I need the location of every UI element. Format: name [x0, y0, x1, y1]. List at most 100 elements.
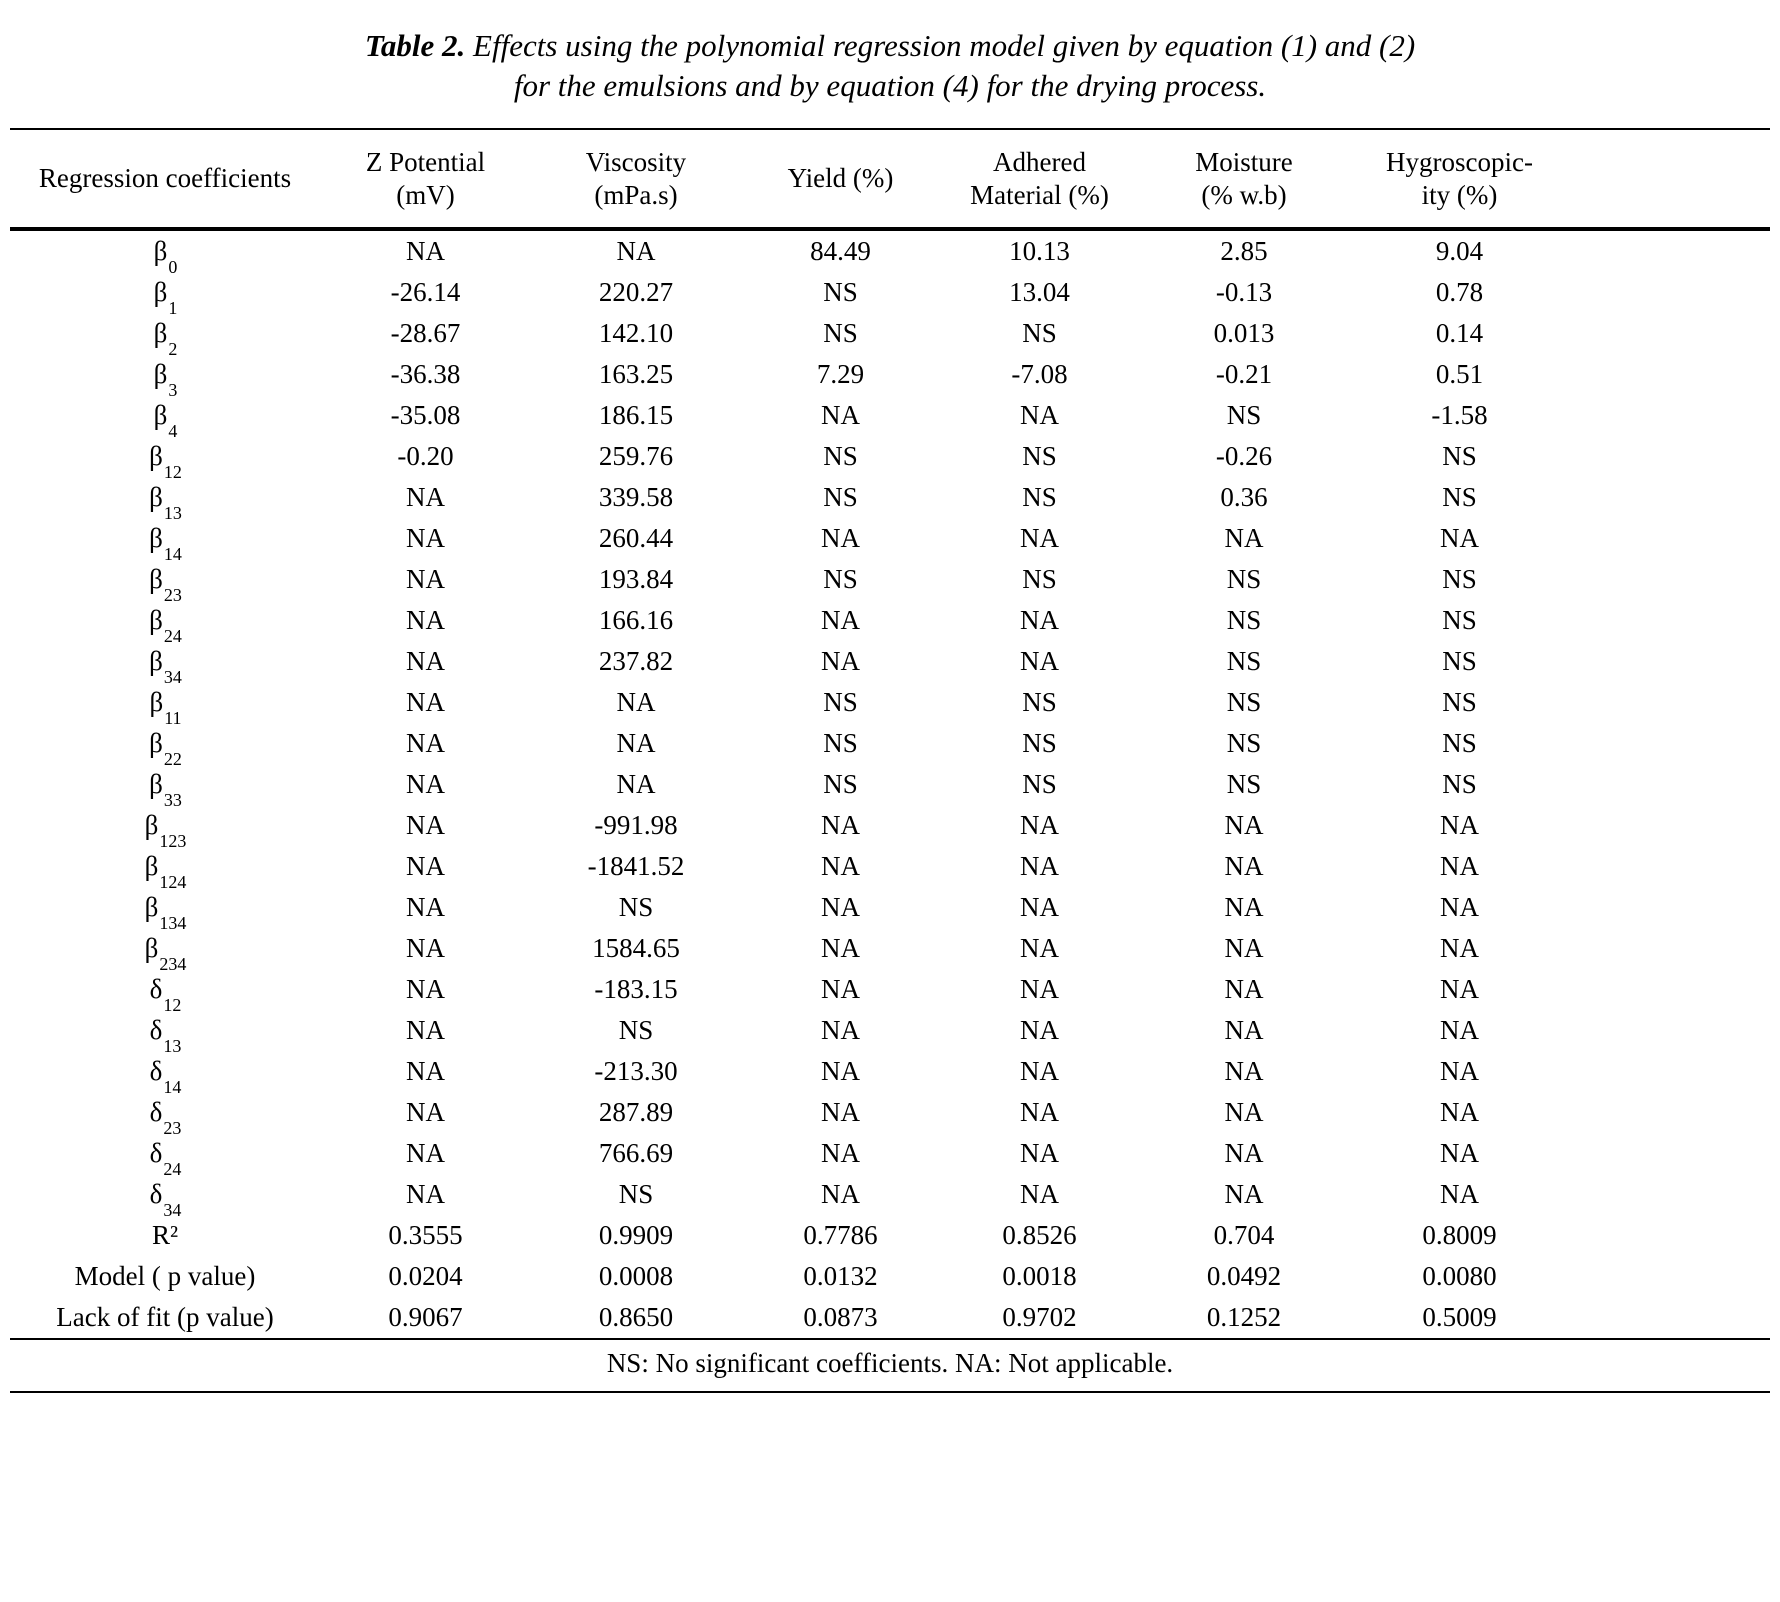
header-spacer-cell	[1570, 129, 1770, 231]
value-cell: 13.04	[1009, 277, 1070, 307]
value-cell: NA	[1224, 1097, 1264, 1127]
value-cell: NA	[1440, 933, 1479, 963]
spacer-cell	[1570, 764, 1770, 805]
coefficient-symbol: δ	[149, 1138, 163, 1168]
coefficient-symbol: Lack of fit (p value)	[56, 1302, 274, 1332]
value-cell: NA	[406, 482, 445, 512]
value-cell: NS	[1226, 687, 1262, 717]
value-cell: NA	[1020, 1015, 1059, 1045]
coefficient-subscript: 134	[159, 912, 187, 933]
column-header: Moisture (% w.b)	[1139, 129, 1349, 231]
value-cell: NA	[821, 974, 860, 1004]
spacer-cell	[1570, 518, 1770, 559]
value-cell: NS	[1442, 646, 1477, 676]
value-cell: 9.04	[1435, 236, 1484, 266]
value-cell: 260.44	[598, 523, 674, 553]
value-cell: NA	[406, 974, 445, 1004]
value-cell: NS	[1022, 441, 1057, 471]
table-row: β3 -36.38 163.25 7.29 -7.08 -0.21 0.51	[10, 354, 1770, 399]
value-cell: NS	[1442, 728, 1477, 758]
value-cell: 0.3555	[388, 1220, 463, 1250]
value-cell: NA	[1440, 851, 1479, 881]
value-cell: NA	[1440, 523, 1479, 553]
value-cell: NA	[1020, 400, 1059, 430]
value-cell: NA	[821, 933, 860, 963]
value-cell: NA	[1020, 605, 1059, 635]
value-cell: NS	[1022, 564, 1057, 594]
value-cell: NA	[1440, 974, 1479, 1004]
value-cell: NS	[1442, 605, 1477, 635]
column-header-text: Viscosity	[585, 146, 687, 177]
value-cell: NS	[823, 441, 858, 471]
column-header: Hygroscopic-ity (%)	[1349, 129, 1570, 231]
table-row: δ13 NA NS NA NA NA NA	[10, 1010, 1770, 1055]
table-row: β12 -0.20 259.76 NS NS -0.26 NS	[10, 436, 1770, 481]
coefficient-symbol: β	[149, 441, 163, 471]
coefficient-subscript: 14	[163, 1076, 182, 1097]
value-cell: NA	[406, 769, 445, 799]
coefficient-subscript: 13	[163, 502, 182, 523]
table-row: β33 NA NA NS NS NS NS	[10, 764, 1770, 809]
coefficient-symbol: β	[149, 605, 163, 635]
coefficient-symbol: β	[149, 728, 163, 758]
value-cell: NA	[406, 1056, 445, 1086]
coefficient-subscript: 12	[163, 461, 182, 482]
coefficient-label: β1	[10, 272, 320, 317]
coefficient-subscript: 1	[168, 297, 178, 318]
coefficient-subscript: 12	[163, 994, 182, 1015]
spacer-cell	[1570, 559, 1770, 600]
value-cell: NS	[1022, 687, 1057, 717]
coefficient-label: β14	[10, 518, 320, 563]
coefficient-symbol: δ	[149, 1179, 163, 1209]
value-cell: NA	[406, 523, 445, 553]
coefficient-subscript: 22	[163, 748, 182, 769]
coefficient-subscript: 23	[163, 1117, 182, 1138]
value-cell: 0.36	[1220, 482, 1268, 512]
value-cell: NA	[406, 933, 445, 963]
value-cell: -28.67	[390, 318, 461, 348]
coefficient-label: β4	[10, 395, 320, 440]
coefficient-subscript: 34	[163, 666, 182, 687]
value-cell: 0.9909	[598, 1220, 674, 1250]
coefficient-symbol: R²	[151, 1220, 179, 1250]
value-cell: NA	[821, 851, 860, 881]
coefficient-subscript: 0	[168, 256, 178, 277]
page: Table 2. Effects using the polynomial re…	[10, 26, 1770, 1393]
value-cell: NA	[1440, 1015, 1479, 1045]
value-cell: NA	[1224, 1138, 1264, 1168]
value-cell: NA	[1020, 523, 1059, 553]
coefficient-subscript: 124	[159, 871, 187, 892]
value-cell: NA	[616, 769, 656, 799]
value-cell: 0.51	[1435, 359, 1484, 389]
value-cell: NA	[616, 236, 656, 266]
coefficient-label: δ24	[10, 1133, 320, 1178]
coefficient-subscript: 234	[159, 953, 187, 974]
spacer-cell	[1570, 477, 1770, 518]
value-cell: NS	[823, 564, 858, 594]
table-row: β1 -26.14 220.27 NS 13.04 -0.13 0.78	[10, 272, 1770, 317]
value-cell: 259.76	[598, 441, 674, 471]
coefficient-label: β124	[10, 846, 320, 891]
value-cell: NA	[1440, 1097, 1479, 1127]
spacer-cell	[1570, 1174, 1770, 1215]
value-cell: NA	[406, 1179, 445, 1209]
coefficient-symbol: β	[144, 933, 159, 963]
coefficient-symbol: β	[153, 400, 168, 430]
table-row: β124 NA -1841.52 NA NA NA NA	[10, 846, 1770, 891]
value-cell: NA	[1224, 810, 1264, 840]
table-caption: Table 2. Effects using the polynomial re…	[10, 26, 1770, 106]
value-cell: NA	[1440, 892, 1479, 922]
value-cell: NA	[1224, 1015, 1264, 1045]
header-regression-coefficients: Regression coefficients	[10, 129, 320, 231]
value-cell: NA	[821, 1138, 860, 1168]
value-cell: -991.98	[594, 810, 678, 840]
coefficient-symbol: β	[149, 687, 164, 717]
value-cell: NS	[1226, 605, 1262, 635]
coefficient-label: β34	[10, 641, 320, 686]
table-row: β134 NA NS NA NA NA NA	[10, 887, 1770, 932]
value-cell: NA	[616, 728, 656, 758]
value-cell: -0.13	[1215, 277, 1273, 307]
spacer-cell	[1570, 969, 1770, 1010]
table-row: δ23 NA 287.89 NA NA NA NA	[10, 1092, 1770, 1137]
value-cell: NA	[1440, 1056, 1479, 1086]
